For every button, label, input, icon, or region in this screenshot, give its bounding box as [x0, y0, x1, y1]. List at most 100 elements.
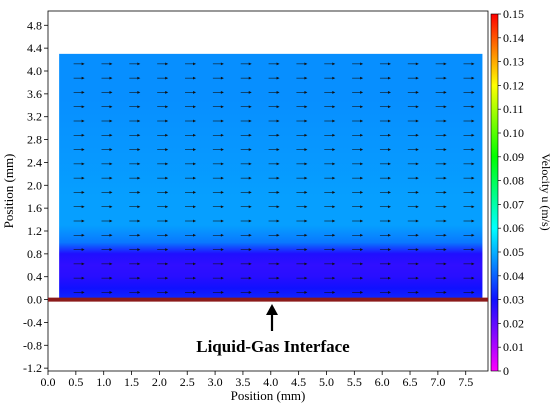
velocity-vector-head [304, 105, 308, 109]
velocity-vector-head [248, 205, 252, 209]
x-tick-label: 3.0 [208, 375, 223, 389]
velocity-vector-head [387, 205, 391, 209]
velocity-vector-head [471, 248, 475, 251]
velocity-vector-head [109, 262, 113, 266]
x-tick-label: 6.5 [403, 375, 418, 389]
velocity-vector-head [443, 62, 447, 66]
velocity-vector-head [304, 119, 308, 123]
velocity-vector-head [248, 191, 252, 194]
velocity-vector-head [360, 291, 364, 294]
y-tick-label: -1.2 [23, 361, 42, 375]
velocity-vector-head [109, 148, 113, 151]
annotation-arrow [266, 304, 278, 331]
velocity-vector-head [360, 105, 364, 109]
velocity-vector-head [387, 176, 391, 180]
velocity-vector-head [276, 105, 280, 109]
velocity-vector-head [387, 262, 391, 266]
velocity-vector-head [248, 119, 252, 123]
velocity-vector-head [304, 219, 308, 223]
x-tick-label: 0.0 [41, 375, 56, 389]
colorbar-tick-label: 0.10 [503, 126, 524, 140]
interface-annotation: Liquid-Gas Interface [196, 337, 350, 356]
velocity-vector-head [387, 233, 391, 237]
y-tick-label: 0.8 [27, 247, 42, 261]
colorbar [490, 13, 499, 372]
colorbar-tick-label: 0.06 [503, 221, 524, 235]
y-tick-label: 1.2 [27, 224, 42, 238]
velocity-vector-head [471, 191, 475, 194]
velocity-vector-head [471, 205, 475, 209]
velocity-vector-head [276, 148, 280, 151]
velocity-vector-head [304, 62, 308, 66]
velocity-vector-head [220, 291, 224, 294]
velocity-vector-head [193, 291, 197, 294]
velocity-vector-head [165, 262, 169, 266]
velocity-vector-head [443, 119, 447, 123]
velocity-vector-head [109, 162, 113, 166]
velocity-vector-head [443, 148, 447, 151]
velocity-vector-head [81, 248, 85, 251]
velocity-vector-head [415, 119, 419, 123]
velocity-vector-head [165, 105, 169, 109]
colorbar-tick-label: 0.01 [503, 340, 524, 354]
velocity-vector-head [81, 219, 85, 223]
velocity-vector-head [193, 105, 197, 109]
velocity-vector-head [304, 291, 308, 294]
velocity-vector-head [304, 91, 308, 94]
velocity-vector-head [387, 219, 391, 223]
velocity-vector-head [471, 276, 475, 280]
colorbar-tick-label: 0.14 [503, 31, 524, 45]
velocity-vector-head [109, 276, 113, 280]
x-tick-label: 4.0 [263, 375, 278, 389]
velocity-vector-head [248, 262, 252, 266]
velocity-vector-head [81, 291, 85, 294]
velocity-vector-head [81, 262, 85, 266]
velocity-vector-head [193, 276, 197, 280]
velocity-vector-head [220, 148, 224, 151]
velocity-vector-head [443, 276, 447, 280]
colorbar-ticks: 0 0.01 0.02 0.03 0.04 0.05 0.06 0.07 0.08 0.09 0.1… [498, 7, 524, 378]
velocity-vector-head [443, 133, 447, 137]
velocity-vector-head [415, 105, 419, 109]
velocity-vector-head [248, 91, 252, 94]
velocity-vector-head [220, 105, 224, 109]
velocity-vector-head [276, 219, 280, 223]
velocity-vector-head [109, 119, 113, 123]
velocity-vector-head [415, 176, 419, 180]
velocity-vector-head [304, 76, 308, 80]
velocity-vector-head [443, 176, 447, 180]
velocity-vector-head [304, 276, 308, 280]
velocity-vector-head [276, 133, 280, 137]
velocity-vector-head [109, 219, 113, 223]
velocity-vector-head [193, 262, 197, 266]
velocity-vector-head [415, 233, 419, 237]
velocity-vectors [73, 62, 475, 294]
velocity-vector-head [387, 133, 391, 137]
velocity-vector-head [109, 291, 113, 294]
velocity-vector-head [304, 233, 308, 237]
velocity-vector-head [276, 119, 280, 123]
velocity-vector-head [471, 233, 475, 237]
velocity-vector-head [471, 91, 475, 94]
velocity-vector-head [276, 176, 280, 180]
velocity-vector-head [109, 133, 113, 137]
velocity-vector-head [443, 291, 447, 294]
velocity-vector-head [193, 191, 197, 194]
velocity-vector-head [332, 219, 336, 223]
y-tick-label: 4.0 [27, 64, 42, 78]
velocity-vector-head [165, 291, 169, 294]
velocity-vector-head [220, 219, 224, 223]
velocity-vector-head [165, 76, 169, 80]
velocity-vector-head [332, 148, 336, 151]
velocity-vector-head [304, 248, 308, 251]
velocity-vector-head [443, 248, 447, 251]
velocity-vector-head [109, 176, 113, 180]
velocity-vector-head [304, 148, 308, 151]
y-tick-label: 2.0 [27, 178, 42, 192]
x-tick-label: 1.0 [96, 375, 111, 389]
velocity-vector-head [387, 76, 391, 80]
velocity-vector-head [193, 133, 197, 137]
velocity-vector-head [332, 191, 336, 194]
velocity-vector-head [193, 162, 197, 166]
